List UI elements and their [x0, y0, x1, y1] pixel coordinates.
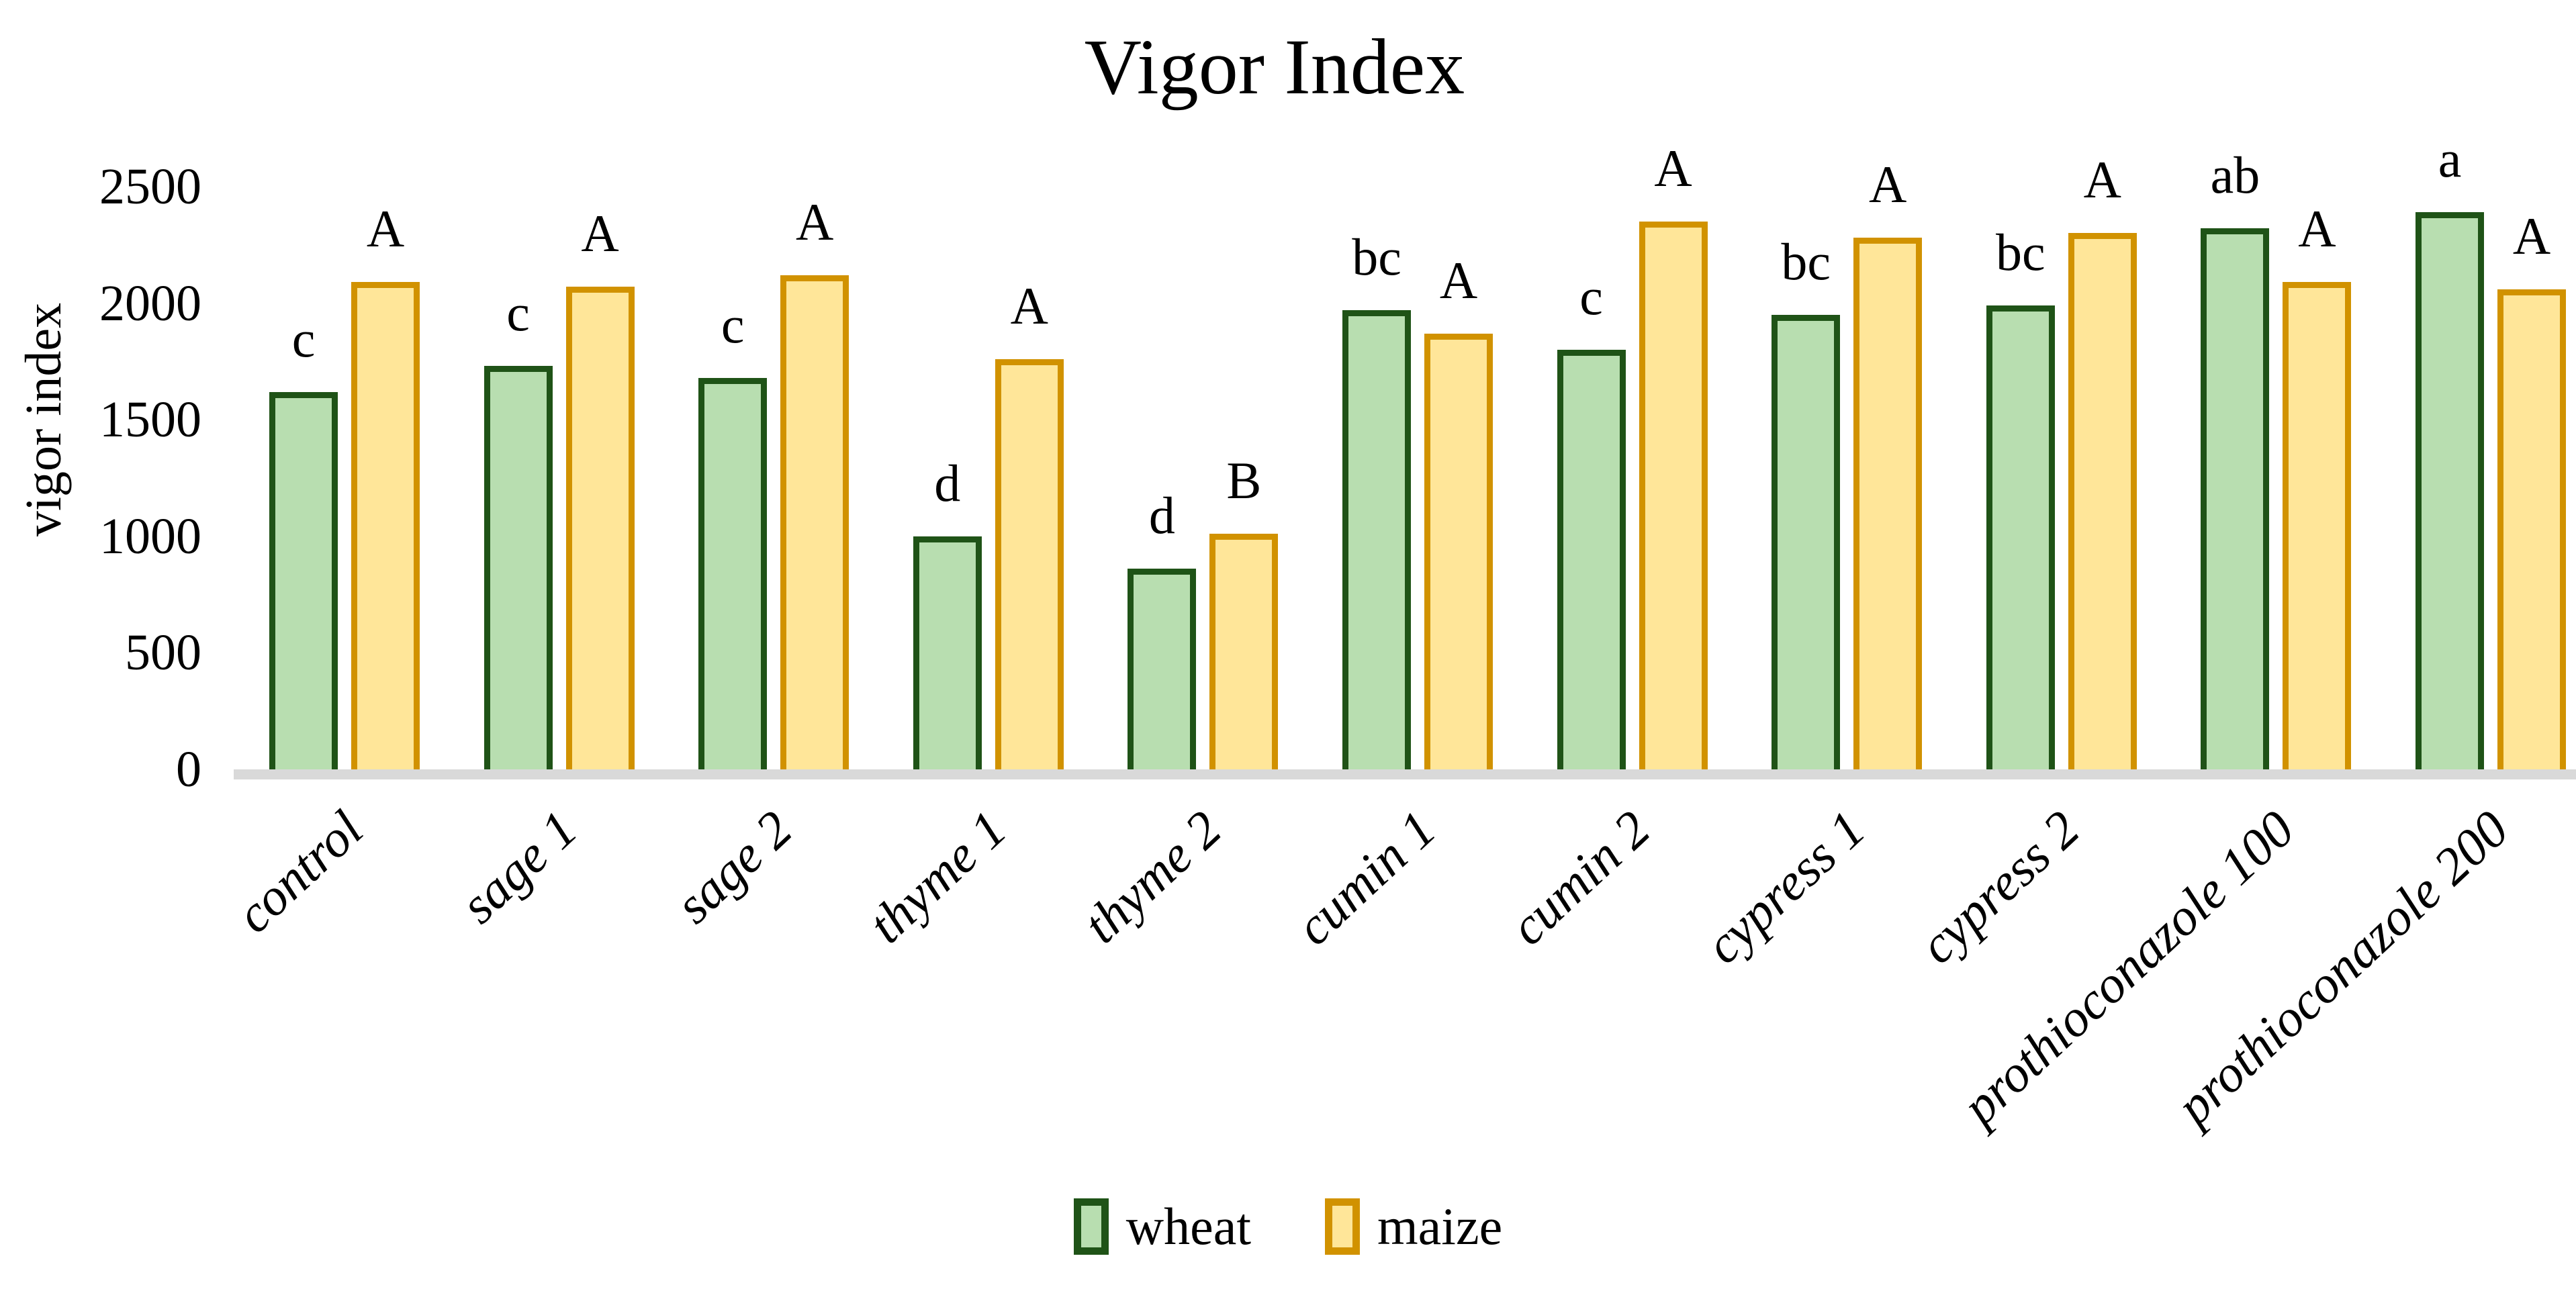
legend-label-wheat: wheat: [1125, 1197, 1252, 1255]
significance-letter-wheat-cumin-2: c: [1579, 267, 1603, 326]
bar-wheat-sage-2: [698, 378, 768, 769]
significance-letter-wheat-prothioconazole-100: ab: [2210, 146, 2260, 204]
bar-wheat-cumin-2: [1557, 350, 1626, 769]
significance-letter-wheat-thyme-1: d: [934, 454, 961, 512]
significance-letter-maize-cypress-1: A: [1869, 155, 1907, 213]
y-tick-label-1000: 1000: [99, 508, 201, 565]
bar-maize-cumin-1: [1424, 334, 1493, 769]
bar-wheat-cumin-1: [1342, 310, 1411, 769]
bar-wheat-control: [269, 392, 338, 769]
significance-letter-maize-prothioconazole-200: A: [2512, 207, 2551, 265]
chart-title: Vigor Index: [1084, 23, 1465, 111]
significance-letter-maize-thyme-2: B: [1226, 451, 1262, 510]
significance-letter-wheat-control: c: [291, 309, 316, 368]
bar-maize-prothioconazole-100: [2283, 282, 2352, 769]
bar-maize-prothioconazole-200: [2497, 289, 2566, 769]
significance-letter-maize-sage-1: A: [581, 204, 619, 262]
y-tick-label-2000: 2000: [99, 275, 201, 332]
significance-letter-wheat-cypress-2: bc: [1995, 223, 2045, 281]
bar-maize-thyme-1: [995, 359, 1064, 769]
significance-letter-maize-control: A: [366, 199, 405, 258]
x-category-label-control: control: [224, 799, 373, 944]
maize-swatch-icon: [1325, 1198, 1361, 1255]
bar-maize-control: [351, 282, 420, 769]
legend-entry-wheat: wheat: [1073, 1196, 1252, 1257]
bar-maize-cypress-2: [2068, 233, 2137, 769]
bar-maize-cumin-2: [1639, 222, 1708, 769]
y-tick-label-500: 500: [125, 624, 201, 681]
significance-letter-wheat-sage-1: c: [506, 283, 530, 342]
x-category-label-sage-2: sage 2: [663, 799, 803, 935]
x-category-label-sage-1: sage 1: [449, 799, 588, 935]
x-axis-baseline: [234, 769, 2576, 779]
significance-letter-maize-prothioconazole-100: A: [2298, 199, 2336, 258]
bar-maize-sage-2: [780, 275, 849, 769]
significance-letter-maize-cypress-2: A: [2083, 150, 2121, 209]
bar-wheat-prothioconazole-100: [2201, 228, 2270, 769]
x-category-label-thyme-1: thyme 1: [857, 799, 1017, 955]
x-category-label-cumin-2: cumin 2: [1499, 799, 1661, 957]
y-tick-label-2500: 2500: [99, 158, 201, 215]
y-tick-label-1500: 1500: [99, 391, 201, 448]
significance-letter-maize-cumin-2: A: [1654, 139, 1692, 197]
y-tick-label-0: 0: [176, 741, 201, 798]
bar-maize-thyme-2: [1209, 534, 1279, 769]
significance-letter-wheat-prothioconazole-200: a: [2438, 130, 2462, 188]
significance-letter-maize-thyme-1: A: [1010, 277, 1048, 335]
legend-label-maize: maize: [1377, 1197, 1503, 1255]
bar-maize-sage-1: [565, 287, 635, 769]
bar-wheat-thyme-2: [1128, 569, 1197, 769]
bar-wheat-sage-1: [484, 366, 553, 769]
bar-wheat-cypress-2: [1986, 305, 2055, 769]
bar-wheat-prothioconazole-200: [2416, 212, 2484, 769]
bar-wheat-cypress-1: [1772, 315, 1841, 769]
significance-letter-wheat-sage-2: c: [721, 295, 745, 354]
x-category-label-thyme-2: thyme 2: [1072, 799, 1232, 955]
legend: wheat maize: [0, 1196, 2576, 1257]
x-category-label-cypress-1: cypress 1: [1694, 799, 1876, 975]
bar-maize-cypress-1: [1853, 238, 1923, 769]
significance-letter-maize-cumin-1: A: [1439, 251, 1478, 309]
significance-letter-wheat-cumin-1: bc: [1352, 228, 1401, 286]
x-category-label-cumin-1: cumin 1: [1284, 799, 1446, 957]
significance-letter-wheat-cypress-1: bc: [1781, 232, 1831, 291]
significance-letter-maize-sage-2: A: [796, 193, 834, 251]
legend-entry-maize: maize: [1325, 1196, 1502, 1257]
significance-letter-wheat-thyme-2: d: [1148, 486, 1175, 544]
bar-wheat-thyme-1: [913, 536, 982, 769]
x-category-label-cypress-2: cypress 2: [1908, 799, 2090, 975]
wheat-swatch-icon: [1073, 1198, 1109, 1255]
